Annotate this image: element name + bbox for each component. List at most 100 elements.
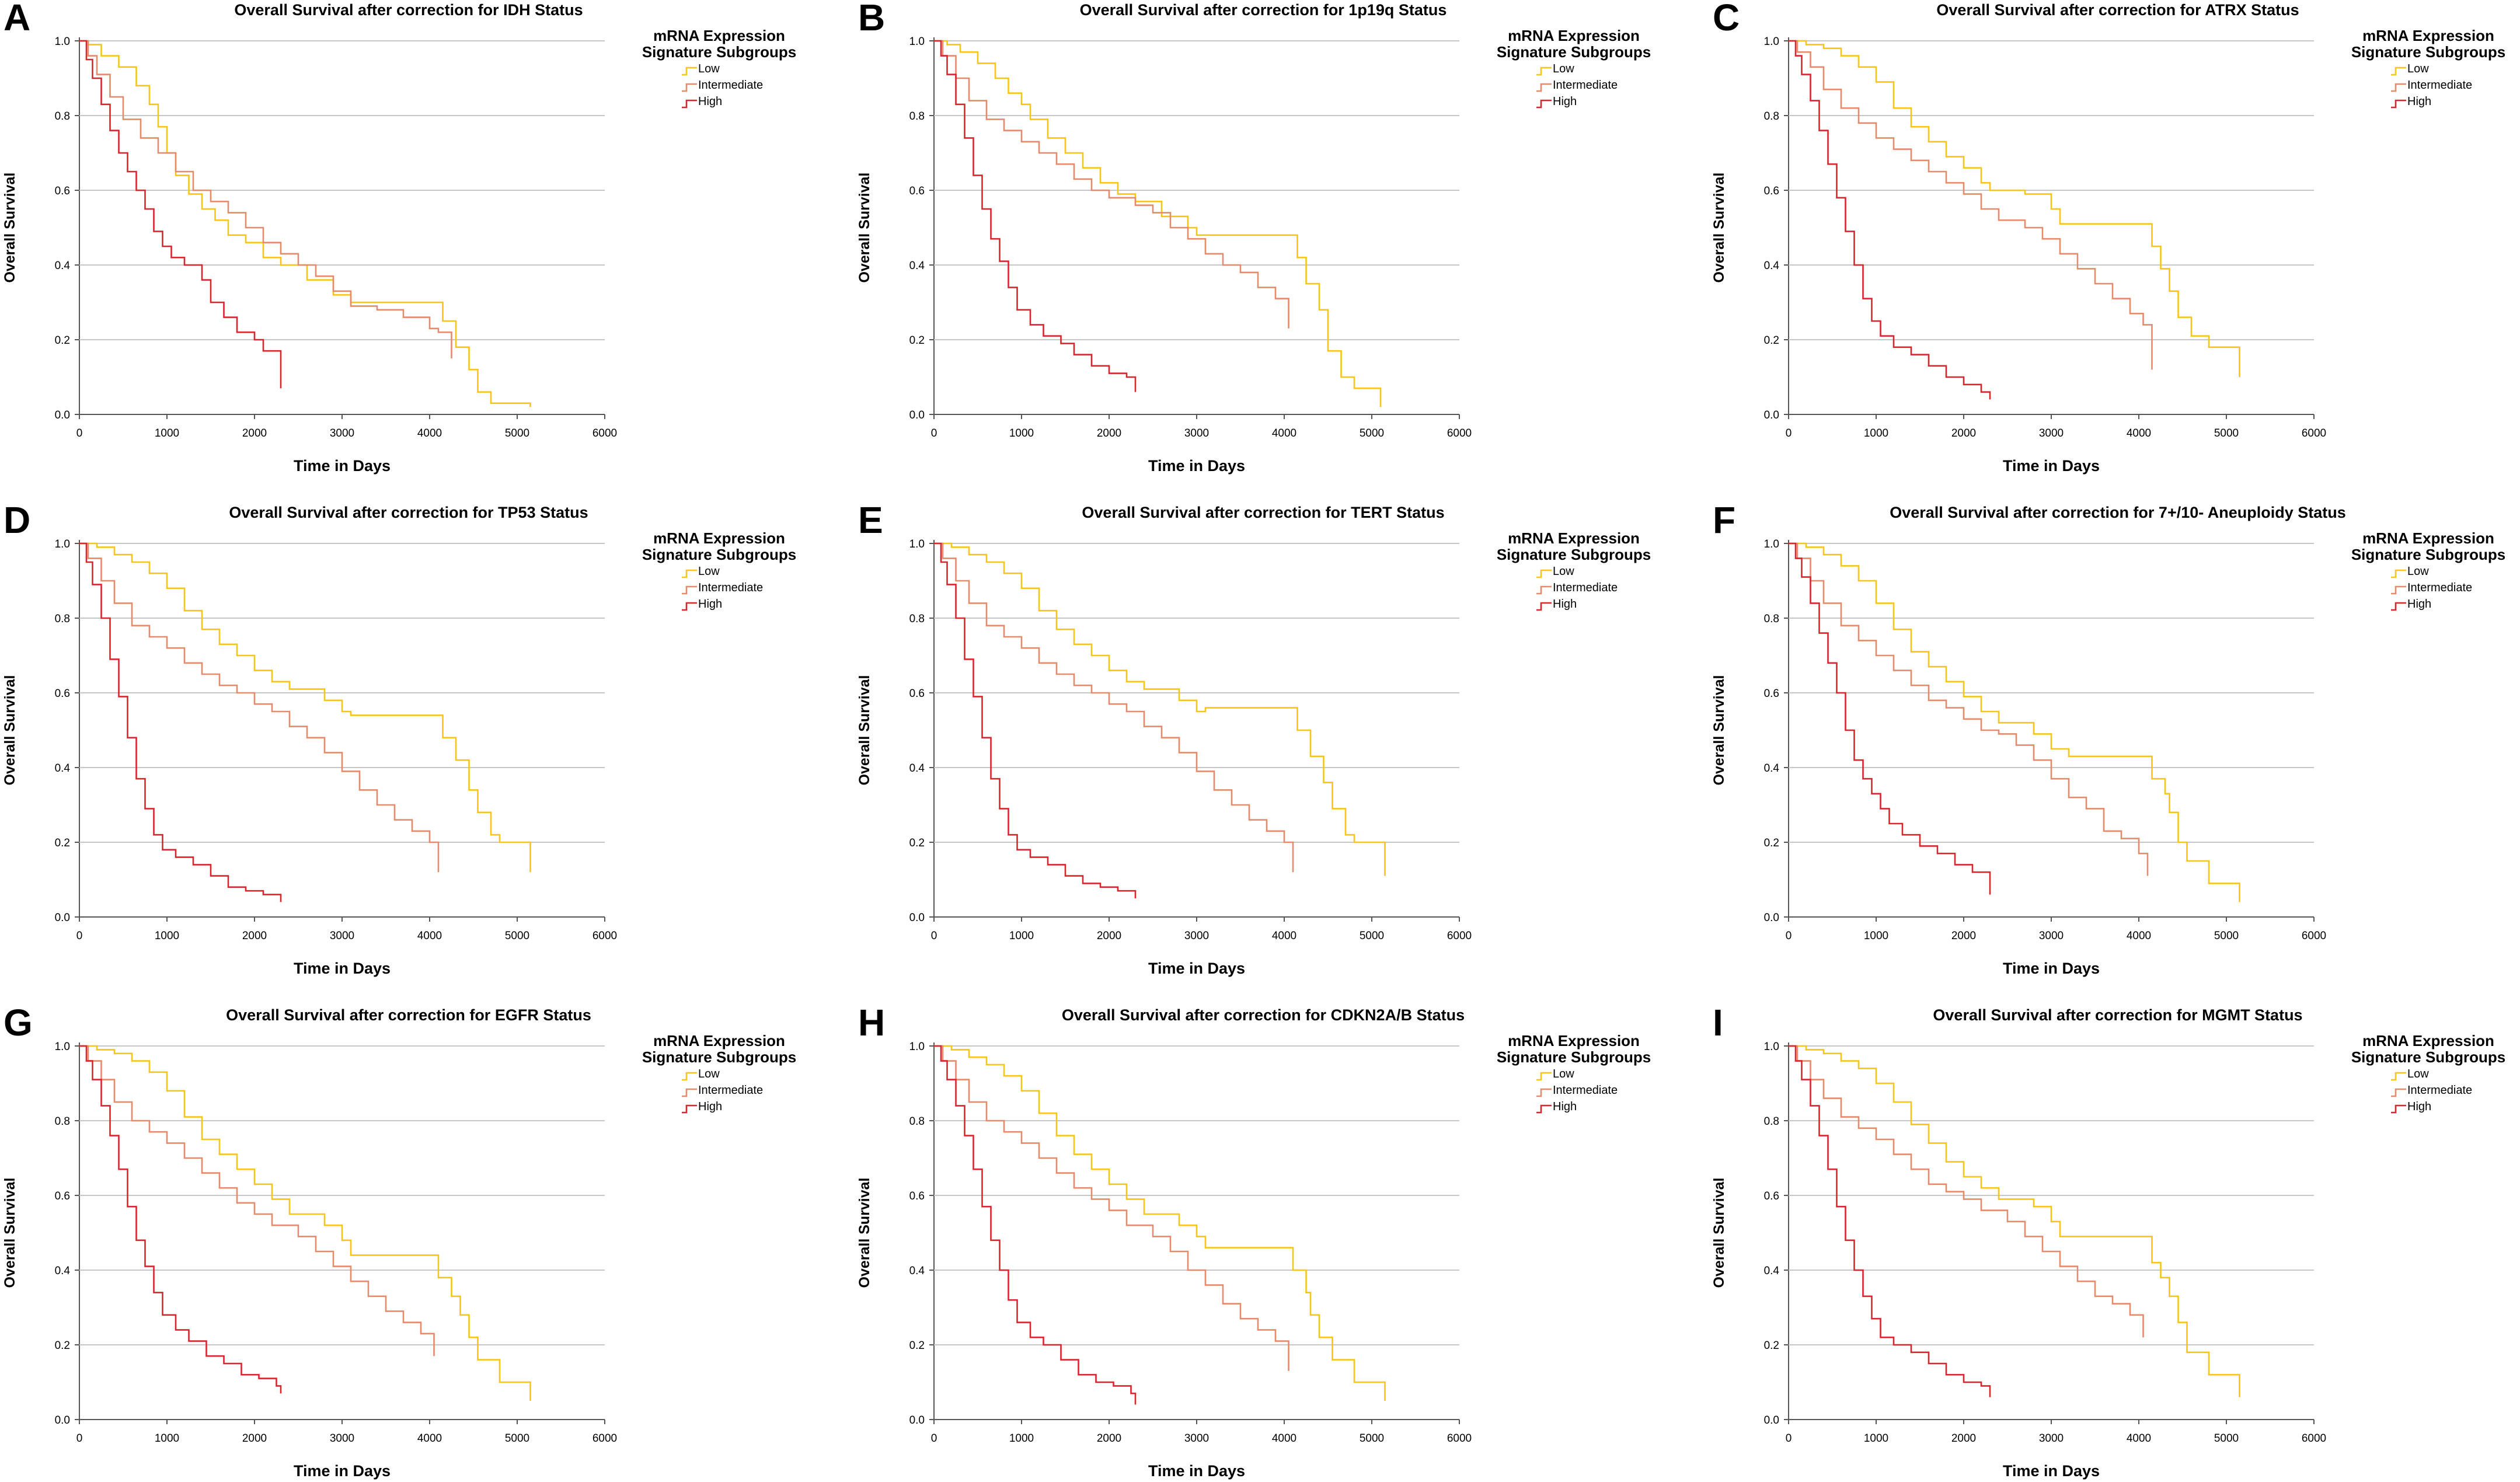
x-tick-label: 2000	[1951, 427, 1976, 440]
legend-swatch-intermediate	[1536, 83, 1552, 92]
y-tick-label: 0.0	[909, 912, 925, 924]
x-tick-label: 5000	[1360, 1432, 1384, 1445]
y-tick-label: 0.6	[55, 1190, 70, 1202]
y-tick-label: 1.0	[909, 538, 925, 550]
x-axis-label: Time in Days	[2003, 1462, 2100, 1480]
legend-swatch-low	[2391, 569, 2406, 578]
legend-entry-intermediate: Intermediate	[698, 1084, 763, 1097]
panel-letter: D	[4, 499, 30, 541]
legend-entry-high: High	[1553, 1100, 1577, 1113]
x-tick-label: 4000	[417, 930, 442, 942]
legend-title-line1: mRNA Expression	[1508, 1032, 1640, 1049]
y-tick-label: 0.6	[55, 688, 70, 700]
x-tick-label: 5000	[2214, 427, 2239, 440]
km-curve-high	[934, 542, 1137, 898]
x-tick-label: 3000	[2039, 930, 2064, 942]
y-tick-label: 0.2	[1764, 1340, 1779, 1352]
y-tick-label: 0.0	[909, 409, 925, 421]
y-tick-label: 0.2	[1764, 837, 1779, 849]
legend-swatch-low	[1536, 1072, 1552, 1081]
legend-entry-intermediate: Intermediate	[698, 581, 763, 594]
x-tick-label: 6000	[2302, 1432, 2326, 1445]
legend-swatch-high	[2391, 99, 2406, 109]
x-axis-label: Time in Days	[294, 457, 391, 475]
chart-title: Overall Survival after correction for ID…	[234, 1, 583, 19]
y-tick-label: 0.0	[909, 1414, 925, 1427]
y-tick-label: 0.8	[909, 613, 925, 625]
x-tick-label: 1000	[155, 427, 179, 440]
x-tick-label: 0	[1786, 1432, 1792, 1445]
legend-entry-low: Low	[698, 62, 720, 75]
legend-swatch-low	[682, 67, 697, 76]
y-tick-label: 1.0	[55, 1041, 70, 1053]
km-curve-low	[1789, 1045, 2240, 1397]
legend-title-line1: mRNA Expression	[2362, 27, 2494, 44]
km-curve-low	[79, 40, 531, 407]
km-curve-intermediate	[1789, 542, 2149, 876]
km-curve-intermediate	[934, 542, 1294, 873]
x-tick-label: 4000	[2127, 427, 2151, 440]
x-tick-label: 5000	[505, 930, 529, 942]
y-axis-label: Overall Survival	[2, 675, 18, 785]
legend-entry-high: High	[2407, 598, 2431, 611]
y-tick-label: 0.2	[55, 1340, 70, 1352]
x-tick-label: 6000	[1447, 1432, 1472, 1445]
chart-title: Overall Survival after correction for EG…	[226, 1006, 591, 1024]
x-tick-label: 1000	[1009, 1432, 1034, 1445]
y-tick-label: 0.8	[55, 613, 70, 625]
y-tick-label: 0.6	[909, 688, 925, 700]
y-tick-label: 0.4	[55, 762, 71, 775]
km-curve-high	[79, 542, 282, 902]
y-tick-label: 0.4	[909, 1265, 925, 1277]
chart-title: Overall Survival after correction for 1p…	[1080, 1, 1447, 19]
x-tick-label: 4000	[2127, 1432, 2151, 1445]
x-tick-label: 3000	[330, 1432, 354, 1445]
panel-letter: G	[4, 1002, 33, 1044]
x-tick-label: 5000	[505, 1432, 529, 1445]
x-tick-label: 6000	[592, 427, 617, 440]
x-tick-label: 3000	[1184, 427, 1209, 440]
x-tick-label: 5000	[1360, 930, 1384, 942]
y-tick-label: 0.8	[1764, 110, 1779, 123]
legend-entry-low: Low	[1553, 62, 1574, 75]
legend-entry-intermediate: Intermediate	[698, 79, 763, 92]
legend-entry-high: High	[2407, 1100, 2431, 1113]
y-tick-label: 0.2	[909, 837, 925, 849]
y-tick-label: 1.0	[1764, 1041, 1779, 1053]
y-axis-label: Overall Survival	[1711, 172, 1727, 283]
legend-title-line1: mRNA Expression	[1508, 27, 1640, 44]
panel-letter: I	[1713, 1002, 1723, 1044]
x-axis-label: Time in Days	[1148, 1462, 1245, 1480]
km-curve-intermediate	[79, 1045, 435, 1357]
chart-title: Overall Survival after correction for TP…	[229, 504, 588, 521]
y-tick-label: 1.0	[909, 36, 925, 48]
legend-swatch-intermediate	[1536, 585, 1552, 595]
km-panel-b: 0.0 0.2 0.4 0.6 0.8 1.0 0 1000 2000 3000 4000 5000 6…	[856, 0, 1651, 475]
y-tick-label: 0.4	[909, 260, 925, 272]
legend-swatch-intermediate	[682, 1088, 697, 1097]
y-tick-label: 0.0	[1764, 912, 1779, 924]
legend-swatch-intermediate	[2391, 1088, 2406, 1097]
legend-swatch-intermediate	[682, 83, 697, 92]
y-tick-label: 0.6	[1764, 185, 1779, 197]
x-tick-label: 6000	[592, 1432, 617, 1445]
panel-letter: C	[1713, 0, 1740, 39]
x-tick-label: 0	[1786, 930, 1792, 942]
y-tick-label: 0.4	[55, 260, 71, 272]
km-curve-low	[1789, 40, 2240, 377]
y-tick-label: 0.4	[1764, 1265, 1780, 1277]
x-tick-label: 5000	[1360, 427, 1384, 440]
x-tick-label: 1000	[1009, 930, 1034, 942]
y-tick-label: 0.8	[909, 1115, 925, 1128]
panel-letter: A	[4, 0, 30, 39]
y-axis-label: Overall Survival	[856, 1177, 873, 1288]
x-tick-label: 6000	[2302, 427, 2326, 440]
km-curve-high	[1789, 1045, 1991, 1397]
legend-entry-low: Low	[1553, 1068, 1574, 1080]
y-tick-label: 0.0	[55, 912, 70, 924]
y-tick-label: 0.6	[909, 185, 925, 197]
legend-title-line2: Signature Subgroups	[1497, 1048, 1651, 1066]
legend-entry-intermediate: Intermediate	[2407, 581, 2472, 594]
legend-swatch-low	[682, 1072, 697, 1081]
legend-entry-low: Low	[1553, 565, 1574, 578]
